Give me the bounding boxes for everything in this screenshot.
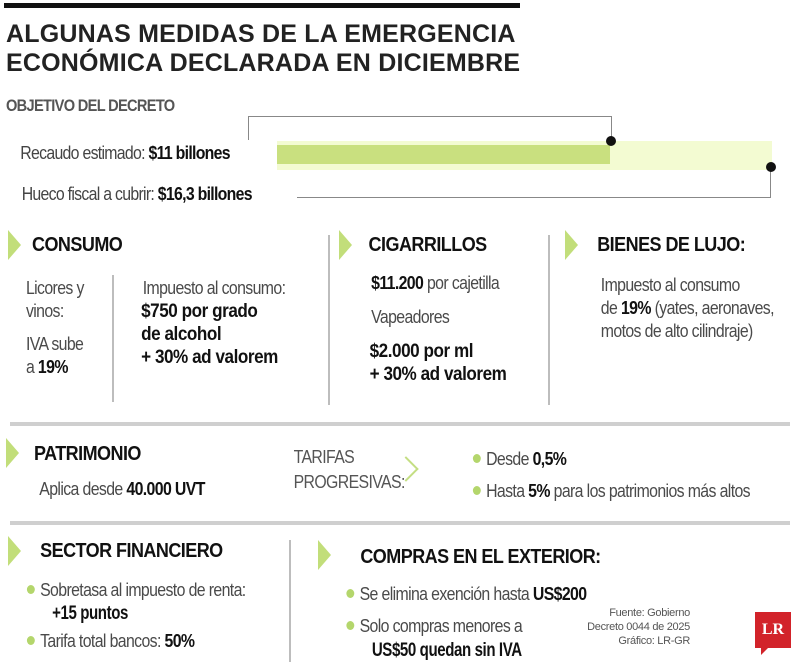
consumo-divider [112, 275, 114, 402]
page-title: ALGUNAS MEDIDAS DE LA EMERGENCIA ECONÓMI… [6, 20, 520, 78]
patrimonio-text: Aplica desde 40.000 UVT [39, 479, 205, 499]
top-rule [4, 3, 520, 8]
title-line-1: ALGUNAS MEDIDAS DE LA EMERGENCIA [6, 20, 516, 48]
title-line-2: ECONÓMICA DECLARADA EN DICIEMBRE [6, 49, 521, 77]
hueco-bracket [297, 168, 771, 198]
exterior-bullets: Se elimina exención hasta US$200 Solo co… [346, 582, 587, 662]
bullet-icon [346, 620, 355, 630]
section-subtitle: OBJETIVO DEL DECRETO [6, 96, 175, 115]
recaudo-label: Recaudo estimado: $11 billones [20, 143, 231, 163]
patrimonio-bullets: Desde 0,5% Hasta 5% para los patrimonios… [472, 443, 751, 507]
hueco-marker [766, 162, 776, 172]
column-divider-2 [548, 235, 550, 405]
credits: Fuente: Gobierno Decreto 0044 de 2025 Gr… [587, 606, 690, 648]
bullet-icon [26, 584, 35, 594]
hueco-label: Hueco fiscal a cubrir: $16,3 billones [21, 184, 253, 204]
graphic-credit: Gráfico: LR-GR [618, 635, 690, 647]
list-item: Tarifa total bancos: 50% [26, 629, 246, 653]
cigarrillos-text: $11.200 por cajetilla Vapeadores $2.000 … [369, 273, 507, 385]
column-divider-3 [289, 540, 291, 662]
tarifas-label: TARIFAS PROGRESIVAS: [293, 447, 406, 492]
bullet-icon [26, 635, 35, 645]
financiero-title: SECTOR FINANCIERO [40, 540, 223, 562]
patrimonio-arrow-icon [6, 438, 19, 468]
exterior-arrow-icon [318, 540, 331, 570]
list-item: Sobretasa al impuesto de renta: [26, 578, 246, 602]
lujo-text: Impuesto al consumo de 19% (yates, aeron… [600, 275, 775, 341]
financiero-bullets: Sobretasa al impuesto de renta: +15 punt… [26, 578, 246, 653]
patrimonio-title: PATRIMONIO [33, 443, 141, 465]
separator-1 [10, 422, 790, 426]
lujo-title: BIENES DE LUJO: [597, 234, 746, 256]
separator-2 [10, 521, 790, 525]
column-divider-1 [328, 235, 330, 405]
recaudo-bracket [248, 116, 612, 140]
consumo-left-text: Licores y vinos: IVA sube a 19% [25, 278, 84, 377]
decree-text: Decreto 0044 de 2025 [587, 621, 690, 633]
exterior-title: COMPRAS EN EL EXTERIOR: [360, 546, 601, 568]
financiero-arrow-icon [8, 536, 21, 566]
bullet-icon [472, 485, 481, 495]
lujo-arrow-icon [565, 230, 578, 260]
consumo-title: CONSUMO [32, 234, 123, 256]
consumo-right-text: Impuesto al consumo: $750 por grado de a… [141, 278, 286, 368]
cigarrillos-title: CIGARRILLOS [368, 234, 488, 256]
bullet-icon [346, 588, 355, 598]
cigarrillos-arrow-icon [339, 230, 352, 260]
list-item: Desde 0,5% [472, 443, 750, 475]
recaudo-marker [606, 136, 616, 146]
consumo-arrow-icon [8, 230, 21, 260]
source-text: Fuente: Gobierno [609, 607, 690, 619]
bullet-icon [472, 453, 481, 463]
list-item: Hasta 5% para los patrimonios más altos [472, 475, 751, 507]
list-item: Se elimina exención hasta US$200 [346, 582, 587, 607]
list-item: Solo compras menores a [346, 614, 586, 639]
hueco-value: $16,3 billones [157, 184, 253, 204]
recaudo-bar [277, 145, 610, 164]
recaudo-value: $11 billones [148, 143, 231, 163]
lr-logo: LR [755, 612, 791, 655]
